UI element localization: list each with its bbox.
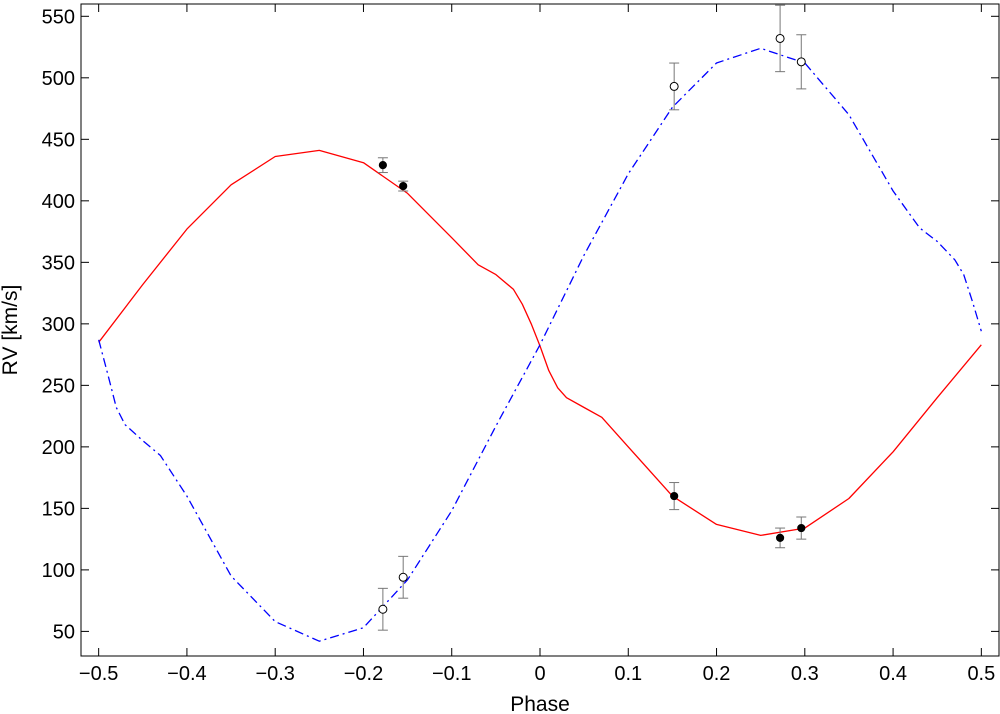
x-tick-label: −0.5: [79, 663, 118, 685]
y-tick-label: 50: [53, 621, 75, 643]
series-line-2: [98, 47, 982, 642]
filled-marker: [378, 161, 387, 170]
x-tick-label: −0.2: [344, 663, 383, 685]
y-tick-label: 550: [42, 6, 75, 28]
x-tick-label: −0.1: [432, 663, 471, 685]
x-tick-label: 0.2: [703, 663, 731, 685]
x-tick-label: −0.4: [167, 663, 206, 685]
open-marker: [669, 81, 679, 91]
y-tick-label: 350: [42, 252, 75, 274]
filled-data-point: [669, 482, 680, 511]
filled-marker: [399, 181, 408, 191]
y-tick-label: 300: [42, 314, 75, 336]
x-tick-label: 0.1: [614, 663, 642, 685]
filled-data-point: [796, 516, 807, 540]
x-axis-title: Phase: [510, 693, 570, 714]
filled-data-point: [775, 527, 786, 549]
axes: −0.5 −0.4 −0.3 −0.2 −0.1 0 0.1 0.2 0.3 0.4 0.5 50 10…: [42, 4, 999, 685]
x-tick-label: −0.3: [255, 663, 294, 685]
filled-marker: [775, 533, 785, 543]
filled-data-point: [377, 157, 388, 174]
y-tick-label: 200: [42, 437, 75, 459]
filled-marker: [797, 523, 806, 533]
x-tick-label: 0.5: [967, 663, 995, 685]
y-tick-label: 450: [42, 129, 75, 151]
x-tick-label: 0.4: [879, 663, 907, 685]
open-data-point: [398, 555, 409, 599]
open-data-point: [796, 34, 807, 90]
filled-data-point: [398, 180, 409, 192]
x-tick-label: 0.3: [791, 663, 819, 685]
open-marker: [796, 57, 806, 67]
open-data-point: [775, 4, 786, 73]
filled-marker: [670, 491, 679, 501]
y-tick-label: 400: [42, 191, 75, 213]
plot-area: [98, 4, 982, 642]
y-axis-title: RV [km/s]: [0, 285, 22, 376]
y-tick-label: 500: [42, 68, 75, 90]
open-marker: [378, 604, 388, 614]
y-tick-label: 250: [42, 375, 75, 397]
y-tick-label: 150: [42, 498, 75, 520]
open-data-point: [377, 587, 388, 631]
open-marker: [398, 572, 408, 582]
open-data-point: [669, 62, 680, 111]
open-marker: [775, 33, 785, 43]
x-tick-label: 0: [534, 663, 545, 685]
y-tick-label: 100: [42, 560, 75, 582]
